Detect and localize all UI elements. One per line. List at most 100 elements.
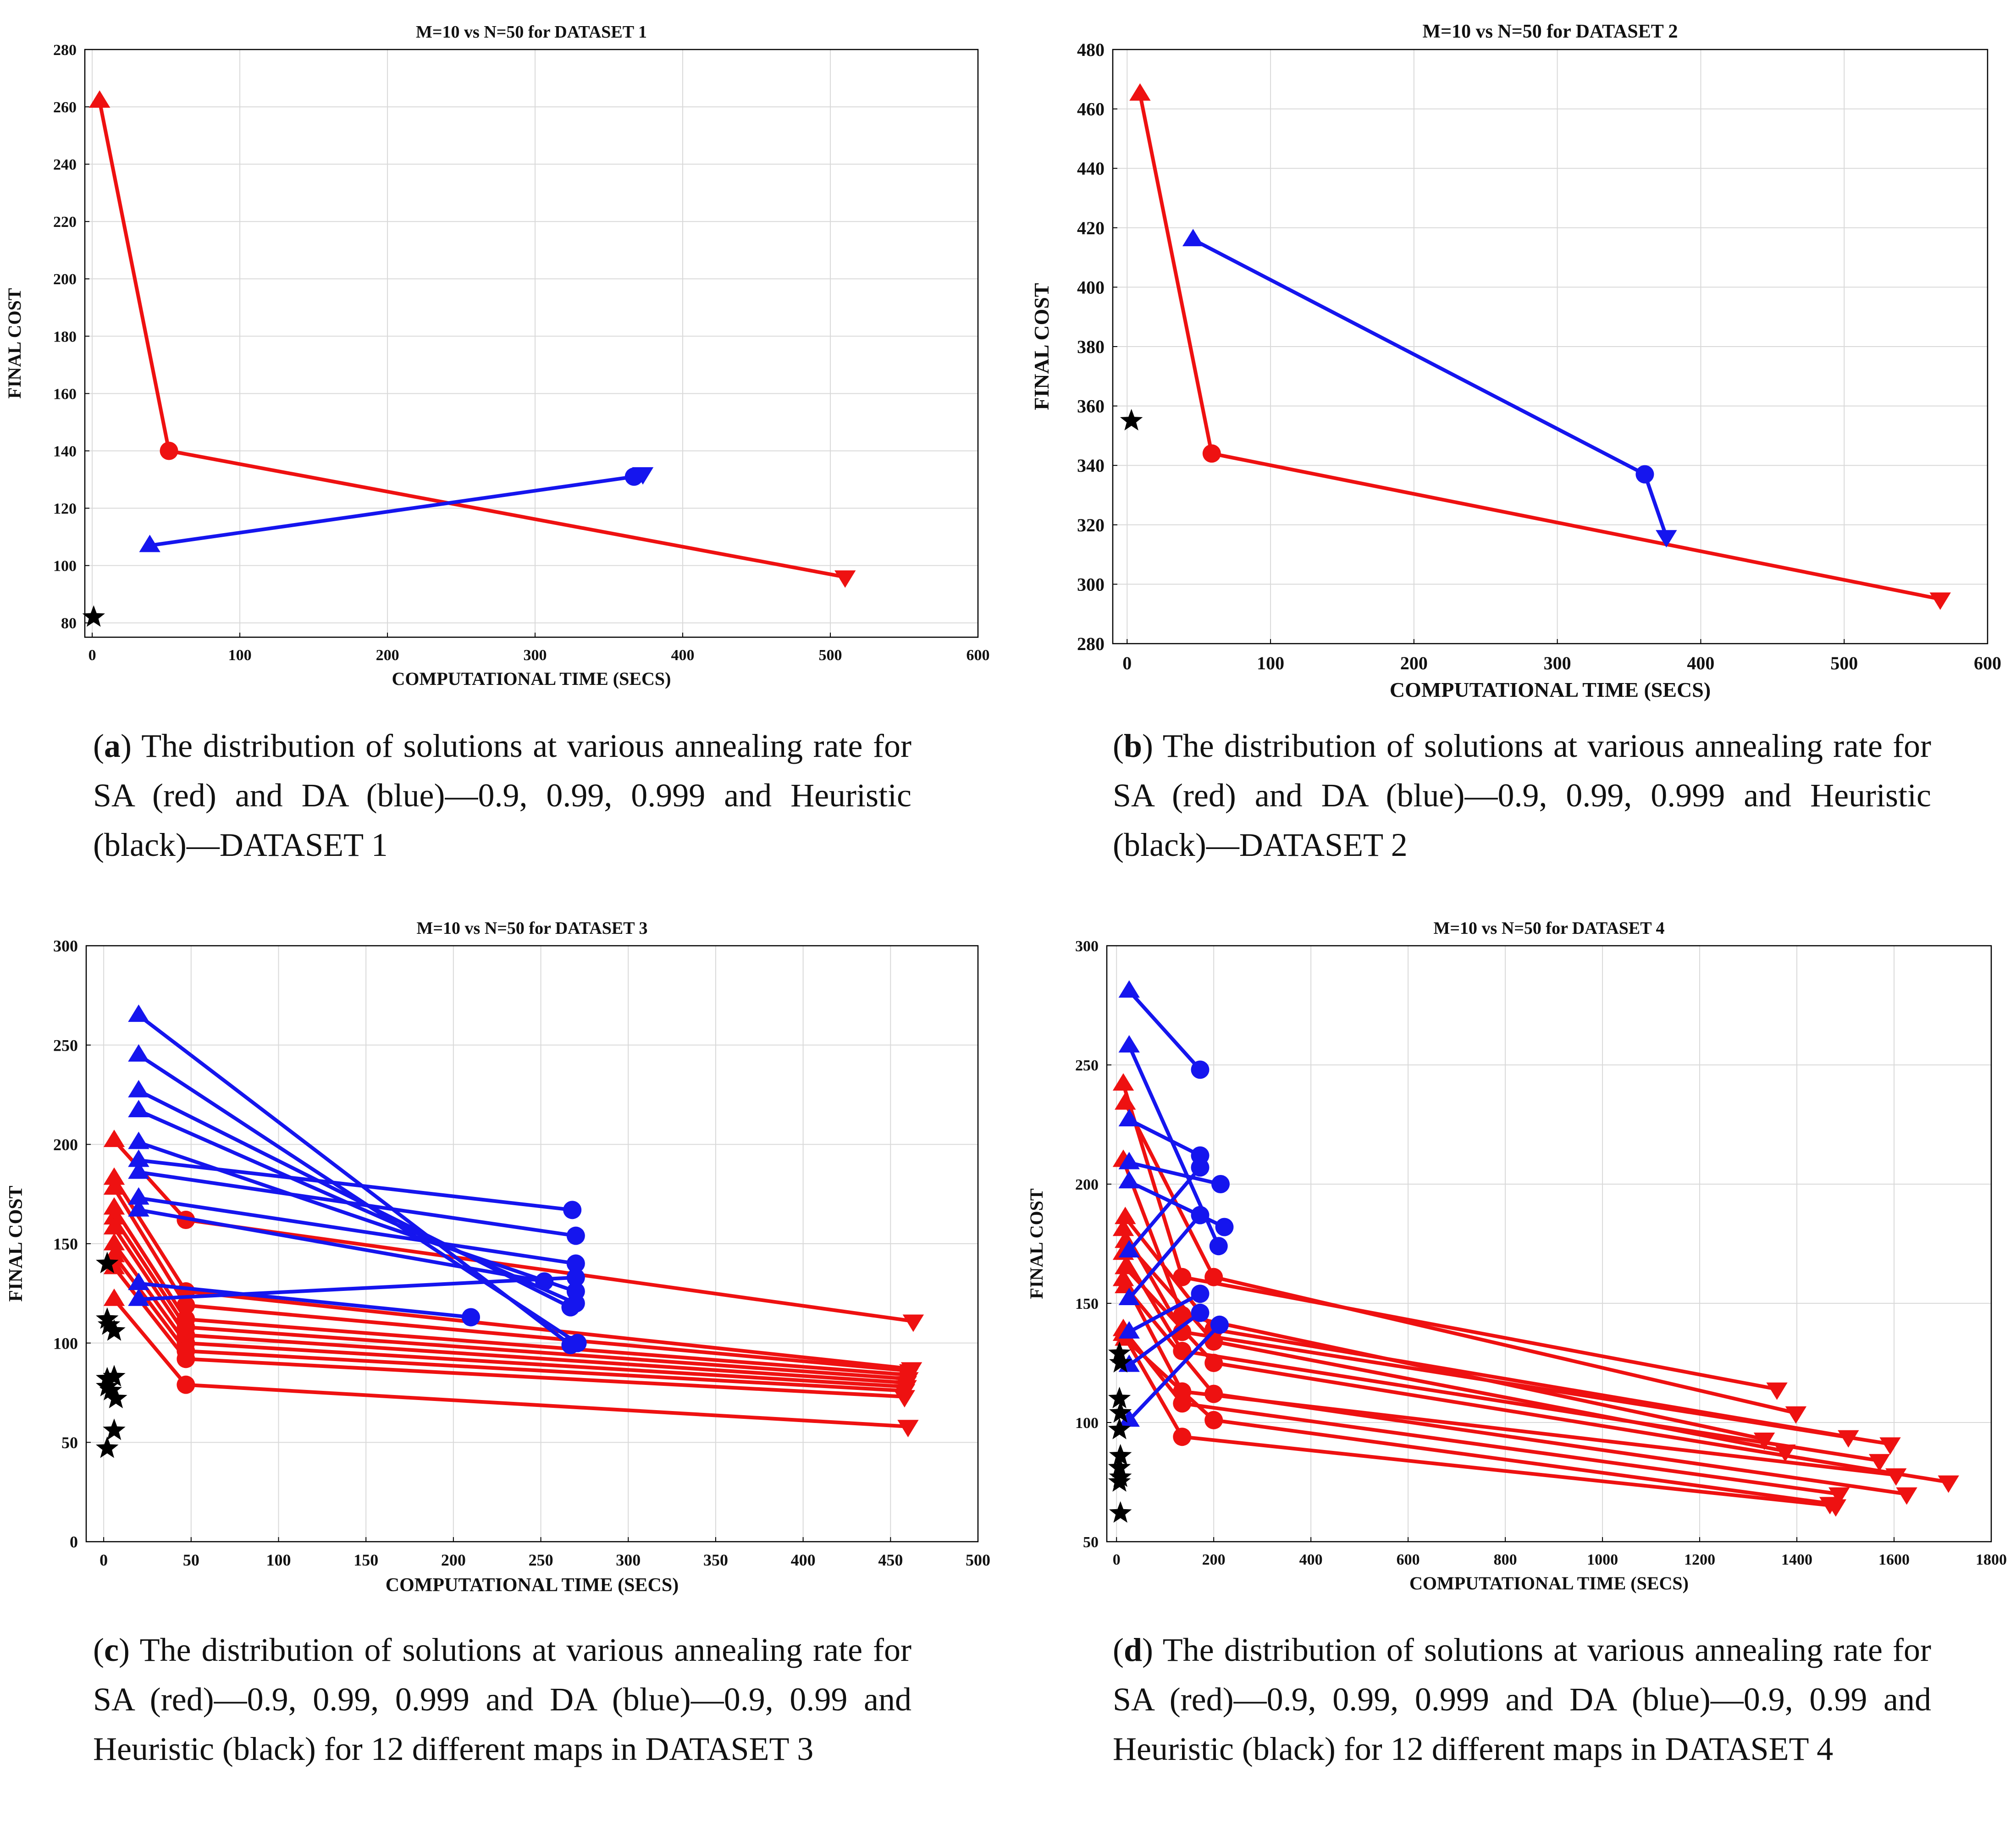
marker-triangle-down <box>902 1314 924 1332</box>
chart-panel-d: 0 200 400 600 800 1000 1200 1400 1600 1800 50 100 15… <box>1026 919 2007 1593</box>
y-tick-label: 100 <box>1075 1415 1099 1432</box>
grid <box>1113 49 1988 644</box>
x-tick-label: 400 <box>1687 653 1714 673</box>
x-tick-label: 600 <box>1974 653 2001 673</box>
series-line <box>138 1141 577 1293</box>
marker-circle <box>177 1350 195 1368</box>
marker-circle <box>1209 1237 1228 1256</box>
y-tick-label: 400 <box>1077 277 1105 298</box>
marker-triangle-down <box>894 1390 916 1408</box>
marker-triangle-down <box>1929 592 1951 610</box>
x-tick-label: 300 <box>1544 653 1571 673</box>
series-sa <box>88 90 856 588</box>
marker-triangle-up <box>1112 1219 1134 1236</box>
marker-star <box>1108 1387 1131 1408</box>
series-line <box>1127 1214 1202 1300</box>
caption-a-letter: a <box>104 728 121 764</box>
y-tick-label: 100 <box>53 558 77 575</box>
x-tick-label: 100 <box>1257 653 1284 673</box>
y-tick-label: 120 <box>53 500 77 517</box>
series-line <box>1192 238 1668 538</box>
caption-d: (d) The distribution of solutions at var… <box>1113 1632 1931 1767</box>
marker-circle <box>1204 1354 1223 1372</box>
marker-triangle-down <box>1766 1382 1788 1400</box>
x-axis-label: COMPUTATIONAL TIME (SECS) <box>1390 678 1711 701</box>
marker-circle <box>1173 1394 1192 1413</box>
series-line <box>149 472 644 547</box>
marker-triangle-up <box>1115 1276 1136 1294</box>
x-tick-label: 0 <box>88 647 96 664</box>
series-line <box>1127 1323 1221 1422</box>
marker-circle <box>535 1272 554 1291</box>
marker-triangle-up <box>103 1167 125 1185</box>
y-tick-label: 200 <box>53 271 77 288</box>
marker-triangle-up <box>128 1149 149 1167</box>
y-tick-label: 360 <box>1077 396 1105 417</box>
marker-star <box>105 1387 127 1408</box>
marker-triangle-down <box>897 1420 919 1438</box>
y-tick-label: 320 <box>1077 515 1105 535</box>
chart-title: M=10 vs N=50 for DATASET 2 <box>1423 21 1678 42</box>
y-tick-label: 50 <box>1083 1534 1099 1551</box>
marker-triangle-up <box>128 1187 149 1205</box>
x-tick-label: 200 <box>1202 1551 1226 1568</box>
x-tick-label: 200 <box>1400 653 1428 673</box>
marker-triangle-up <box>103 1130 125 1147</box>
y-tick-label: 150 <box>53 1235 78 1253</box>
series-line <box>98 100 845 579</box>
marker-triangle-down <box>1938 1475 1959 1493</box>
caption-a: (a) The distribution of solutions at var… <box>93 728 911 863</box>
series-line <box>1124 1266 1949 1484</box>
marker-triangle-up <box>1129 83 1151 101</box>
y-tick-label: 80 <box>61 615 77 632</box>
y-tick-label: 100 <box>53 1334 78 1352</box>
y-tick-label: 0 <box>70 1533 78 1551</box>
marker-star <box>1120 409 1143 430</box>
marker-triangle-down <box>1785 1406 1807 1424</box>
marker-circle <box>1204 1268 1223 1286</box>
marker-circle <box>1210 1315 1229 1334</box>
y-tick-label: 300 <box>1077 574 1105 595</box>
marker-triangle-up <box>1118 1409 1140 1427</box>
x-tick-label: 200 <box>376 647 399 664</box>
y-tick-label: 200 <box>53 1136 78 1154</box>
series-line <box>138 1158 573 1212</box>
x-tick-label: 50 <box>183 1551 199 1569</box>
x-tick-label: 100 <box>266 1551 291 1569</box>
marker-star <box>1108 1417 1131 1439</box>
marker-triangle-up <box>1112 1073 1134 1091</box>
series-line <box>138 1109 577 1305</box>
x-tick-label: 300 <box>616 1551 641 1569</box>
x-tick-label: 450 <box>878 1551 903 1569</box>
series-line <box>138 1208 545 1284</box>
x-tick-label: 150 <box>353 1551 378 1569</box>
marker-triangle-up <box>128 1273 149 1290</box>
x-tick-label: 400 <box>1299 1551 1323 1568</box>
x-tick-label: 350 <box>703 1551 728 1569</box>
marker-star <box>1109 1401 1132 1423</box>
marker-circle <box>1173 1342 1192 1360</box>
series-line <box>1128 1180 1226 1229</box>
series-sa <box>103 1130 924 1438</box>
series-line <box>138 1275 576 1301</box>
x-axis-label: COMPUTATIONAL TIME (SECS) <box>386 1575 679 1596</box>
series-da <box>1182 229 1677 548</box>
caption-c-text: The distribution of solutions at various… <box>93 1632 911 1767</box>
y-tick-label: 280 <box>53 42 77 59</box>
series-line <box>138 1281 471 1319</box>
x-tick-label: 400 <box>671 647 695 664</box>
x-axis-label: COMPUTATIONAL TIME (SECS) <box>392 668 671 689</box>
marker-star <box>103 1319 126 1341</box>
x-tick-label: 250 <box>529 1551 553 1569</box>
marker-triangle-up <box>1118 1152 1140 1169</box>
marker-triangle-up <box>103 1217 125 1235</box>
marker-star <box>103 1418 126 1440</box>
y-tick-label: 460 <box>1077 99 1105 120</box>
y-tick-label: 260 <box>53 99 77 116</box>
marker-star <box>96 1375 119 1396</box>
marker-triangle-up <box>1115 1092 1136 1110</box>
caption-b-text: The distribution of solutions at various… <box>1113 728 1931 863</box>
series-line <box>1127 990 1202 1071</box>
marker-triangle-up <box>1115 1257 1136 1274</box>
